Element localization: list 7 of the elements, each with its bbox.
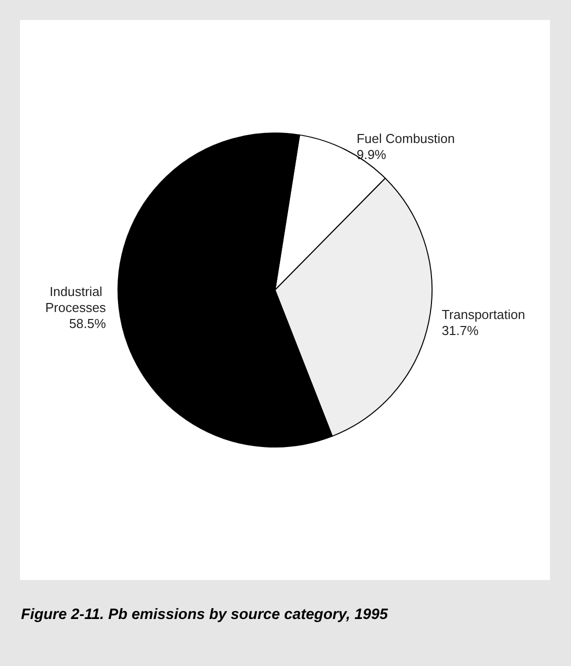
slice-label: Industrial Processes (45, 284, 106, 315)
data-label: 58.5% (69, 316, 106, 331)
text: Figure 2-11. Pb emissions by source category, 1995 (21, 606, 388, 623)
data-label: 9.9% (356, 146, 387, 162)
slice-label: Transportation (442, 306, 526, 322)
data-label: 31.7% (442, 322, 480, 338)
slice-label: Fuel Combustion (356, 130, 455, 146)
